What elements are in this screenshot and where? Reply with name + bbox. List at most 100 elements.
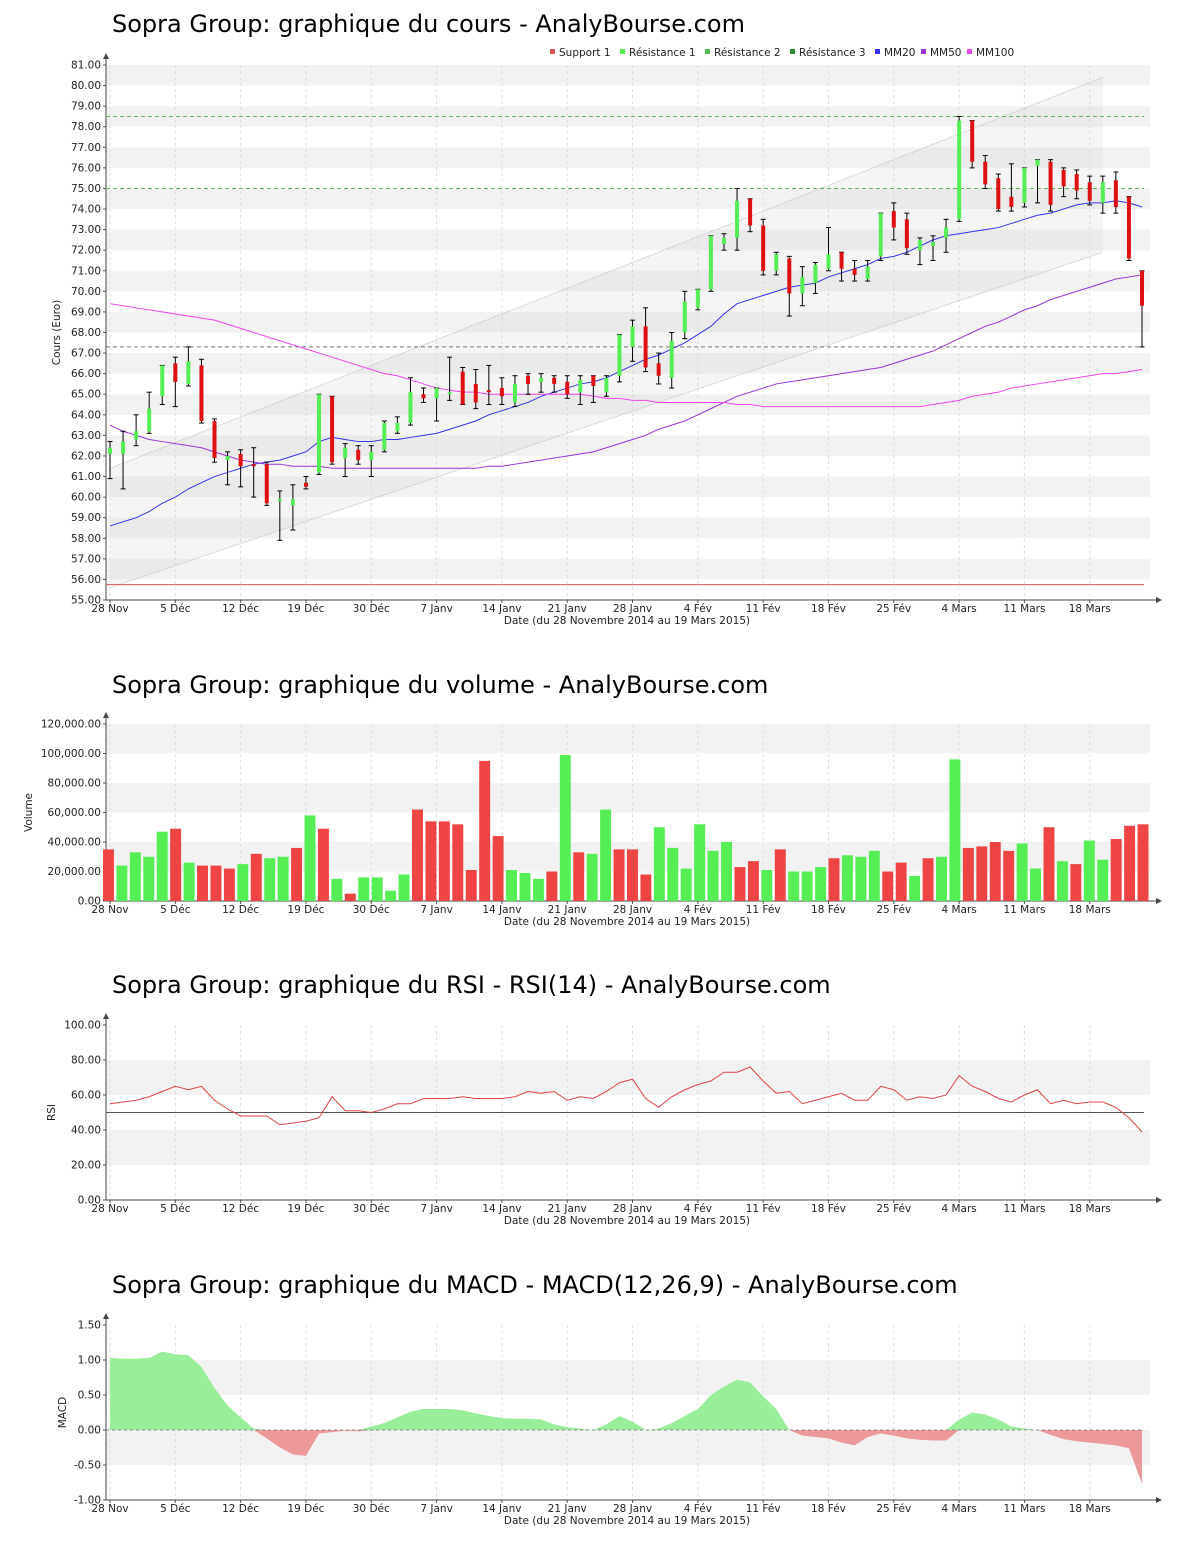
candle-body <box>630 326 635 347</box>
volume-bar <box>573 852 585 901</box>
volume-bar <box>559 754 571 901</box>
price-grid-band <box>106 435 1150 456</box>
volume-x-tick-label: 18 Mars <box>1069 904 1111 916</box>
price-y-tick-label: 73.00 <box>71 224 101 236</box>
candle-body <box>303 482 308 487</box>
volume-x-axis-label: Date (du 28 Novembre 2014 au 19 Mars 201… <box>504 916 750 928</box>
candle-body <box>865 266 870 279</box>
volume-grid-band <box>106 783 1150 813</box>
volume-x-tick-label: 11 Fév <box>746 904 781 916</box>
rsi-x-tick-label: 28 Nov <box>91 1203 128 1215</box>
volume-bar <box>627 849 638 901</box>
rsi-y-tick-label: 100.00 <box>64 1020 101 1032</box>
volume-bar <box>223 868 235 901</box>
volume-bar <box>210 865 222 901</box>
volume-bar <box>895 862 907 901</box>
price-y-tick-label: 65.00 <box>71 389 101 401</box>
candle-body <box>552 377 557 384</box>
volume-bar <box>116 865 128 901</box>
price-grid-band <box>106 147 1150 168</box>
candle-body <box>1126 196 1131 259</box>
price-y-tick-label: 72.00 <box>71 245 101 257</box>
price-y-tick-label: 63.00 <box>71 430 101 442</box>
candle-body <box>186 361 191 384</box>
candle-body <box>1048 161 1053 205</box>
candle-body <box>735 200 740 238</box>
volume-x-tick-label: 18 Fév <box>811 904 846 916</box>
volume-bar <box>506 870 518 901</box>
macd-x-tick-label: 28 Nov <box>91 1503 128 1515</box>
price-y-tick-label: 81.00 <box>71 60 101 72</box>
rsi-chart: 0.00 20.00 40.00 60.00 80.00 100.00 28 Nov 5 Dé… <box>46 1013 1162 1227</box>
volume-y-tick-label: 20,000.00 <box>48 866 101 878</box>
rsi-chart-title: Sopra Group: graphique du RSI - RSI(14) … <box>112 971 831 999</box>
price-grid-band <box>106 229 1150 251</box>
rsi-grid-band <box>106 1130 1150 1165</box>
price-grid-band <box>106 476 1150 498</box>
price-grid-band <box>106 65 1150 86</box>
candle-body <box>930 241 935 247</box>
price-x-axis-arrow <box>1156 597 1162 603</box>
volume-bar <box>788 871 800 901</box>
candle-body <box>290 499 295 506</box>
volume-bar <box>170 828 182 901</box>
price-x-tick-label: 7 Janv <box>420 603 452 615</box>
candle-body <box>382 423 387 450</box>
candle-body <box>904 219 909 249</box>
macd-x-tick-label: 21 Janv <box>548 1503 587 1515</box>
volume-x-tick-label: 21 Janv <box>548 904 587 916</box>
macd-x-tick-label: 18 Fév <box>811 1503 846 1515</box>
candle-body <box>591 375 596 386</box>
price-y-tick-label: 71.00 <box>71 265 101 277</box>
candle-body <box>774 254 779 271</box>
volume-y-tick-label: 60,000.00 <box>48 807 101 819</box>
candle-body <box>134 431 139 440</box>
volume-bar <box>680 868 692 901</box>
volume-bar <box>586 853 598 901</box>
volume-bar <box>815 867 827 901</box>
candle-body <box>408 392 413 424</box>
volume-bar <box>1003 850 1015 901</box>
price-x-tick-label: 4 Mars <box>941 603 976 615</box>
price-x-tick-label: 11 Fév <box>746 603 781 615</box>
price-x-tick-label: 18 Mars <box>1069 603 1111 615</box>
macd-grid-band <box>106 1360 1150 1395</box>
volume-bar <box>452 824 464 901</box>
volume-bar <box>653 827 665 901</box>
volume-x-tick-label: 7 Janv <box>420 904 452 916</box>
price-grid-band <box>106 394 1150 415</box>
volume-bar <box>465 870 477 901</box>
macd-x-tick-label: 7 Janv <box>420 1503 452 1515</box>
volume-bar <box>425 821 437 901</box>
candle-body <box>787 258 792 294</box>
volume-bar <box>143 856 155 901</box>
volume-chart: 0.00 20,000.00 40,000.00 60,000.00 80,000.00… <box>23 712 1162 928</box>
price-y-tick-label: 75.00 <box>71 183 101 195</box>
candle-body <box>695 289 700 308</box>
candle-body <box>970 120 975 162</box>
candle-body <box>656 363 661 376</box>
volume-bar <box>264 858 276 901</box>
volume-bar <box>774 849 786 901</box>
candle-body <box>434 388 439 399</box>
volume-bar <box>882 871 894 901</box>
volume-bar <box>532 878 544 901</box>
volume-bar <box>1043 827 1055 901</box>
candle-body <box>264 464 269 504</box>
macd-chart-title: Sopra Group: graphique du MACD - MACD(12… <box>112 1271 958 1299</box>
volume-bar <box>640 874 652 901</box>
candle-body <box>1100 182 1105 203</box>
volume-bar <box>331 878 343 901</box>
price-x-tick-label: 25 Fév <box>876 603 911 615</box>
price-y-tick-label: 80.00 <box>71 80 101 92</box>
rsi-y-tick-label: 80.00 <box>71 1055 101 1067</box>
candle-body <box>604 377 609 393</box>
rsi-grid-band <box>106 1060 1150 1095</box>
legend-swatch <box>921 49 926 54</box>
price-x-tick-label: 19 Déc <box>287 603 324 615</box>
volume-x-tick-label: 12 Déc <box>222 904 259 916</box>
volume-bar <box>1030 868 1042 901</box>
candle-body <box>499 388 504 397</box>
legend-swatch <box>620 49 625 54</box>
candle-body <box>421 394 426 399</box>
